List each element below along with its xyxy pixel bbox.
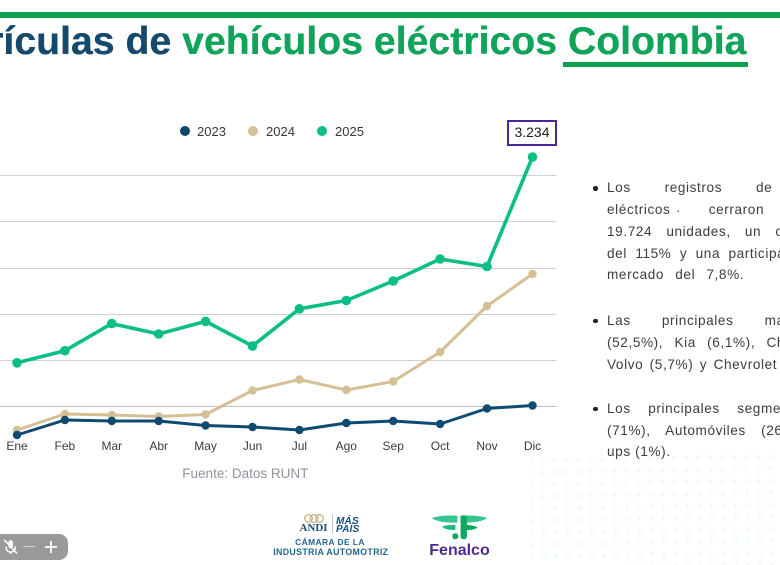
svg-text:Jul: Jul [292,439,307,453]
svg-text:Nov: Nov [476,439,497,453]
svg-text:Ago: Ago [336,439,358,453]
svg-text:Sep: Sep [383,439,405,453]
svg-text:Dic: Dic [524,439,541,453]
svg-text:Feb: Feb [55,439,76,453]
svg-text:May: May [194,439,217,453]
svg-text:Mar: Mar [101,439,122,453]
svg-text:Ene: Ene [6,439,28,453]
svg-text:Oct: Oct [431,439,450,453]
svg-text:Jun: Jun [243,439,262,453]
svg-text:Abr: Abr [149,439,168,453]
